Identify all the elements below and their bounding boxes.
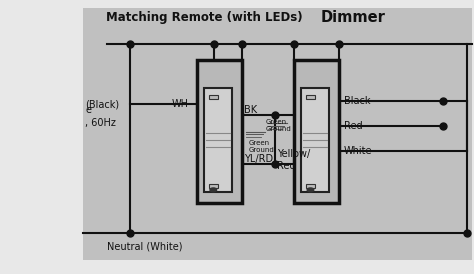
- Bar: [306, 95, 315, 99]
- Text: (Black): (Black): [85, 99, 119, 109]
- Text: e: e: [85, 105, 91, 115]
- Circle shape: [210, 188, 217, 192]
- Text: White: White: [344, 146, 372, 156]
- Bar: [209, 95, 218, 99]
- Text: , 60Hz: , 60Hz: [85, 118, 116, 128]
- Text: BK: BK: [244, 105, 257, 115]
- Text: Red: Red: [344, 121, 362, 131]
- Bar: [306, 184, 315, 188]
- Bar: [294, 60, 339, 203]
- Text: YL/RD: YL/RD: [244, 154, 273, 164]
- Text: Black: Black: [344, 96, 370, 106]
- Bar: [209, 184, 218, 188]
- Bar: [204, 88, 232, 192]
- Circle shape: [307, 188, 314, 192]
- Text: WH: WH: [172, 99, 189, 109]
- Text: Matching Remote (with LEDs): Matching Remote (with LEDs): [106, 11, 302, 24]
- Text: Green
Ground: Green Ground: [249, 140, 274, 153]
- Text: Neutral (White): Neutral (White): [107, 241, 182, 251]
- Text: Green
Ground: Green Ground: [265, 119, 291, 132]
- Bar: [83, 8, 472, 260]
- Text: Yellow/
Red: Yellow/ Red: [277, 150, 310, 171]
- Bar: [301, 88, 329, 192]
- Bar: [197, 60, 242, 203]
- Text: Dimmer: Dimmer: [321, 10, 385, 25]
